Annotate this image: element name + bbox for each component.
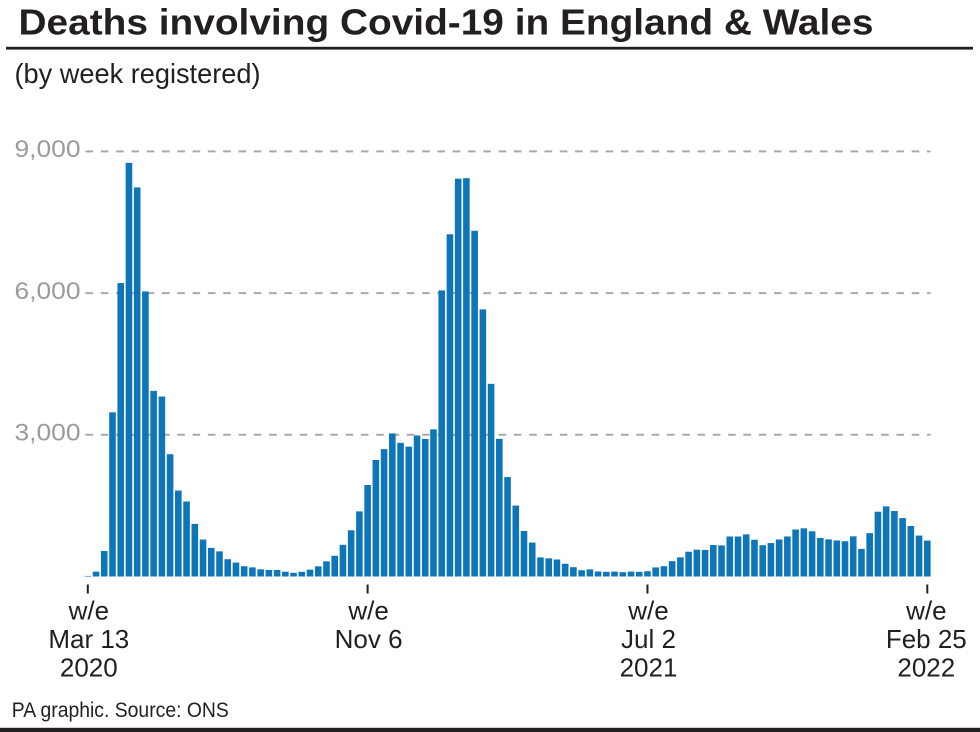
- svg-text:w/e: w/e: [347, 596, 388, 626]
- svg-text:3,000: 3,000: [15, 420, 81, 447]
- svg-text:9,000: 9,000: [15, 136, 81, 163]
- svg-text:6,000: 6,000: [15, 278, 81, 305]
- svg-text:Feb 25: Feb 25: [886, 624, 967, 654]
- svg-text:Deaths involving Covid-19 in E: Deaths involving Covid-19 in England & W…: [19, 2, 874, 43]
- svg-text:(by week registered): (by week registered): [15, 58, 261, 89]
- svg-text:w/e: w/e: [68, 596, 109, 626]
- svg-text:w/e: w/e: [627, 596, 668, 626]
- svg-text:w/e: w/e: [905, 596, 946, 626]
- svg-text:Jul 2: Jul 2: [621, 624, 676, 654]
- svg-text:Nov 6: Nov 6: [335, 624, 403, 654]
- svg-text:2021: 2021: [620, 652, 678, 682]
- svg-text:Mar 13: Mar 13: [48, 624, 129, 654]
- svg-text:PA graphic. Source: ONS: PA graphic. Source: ONS: [12, 699, 229, 722]
- svg-text:2022: 2022: [897, 652, 955, 682]
- svg-text:2020: 2020: [60, 652, 118, 682]
